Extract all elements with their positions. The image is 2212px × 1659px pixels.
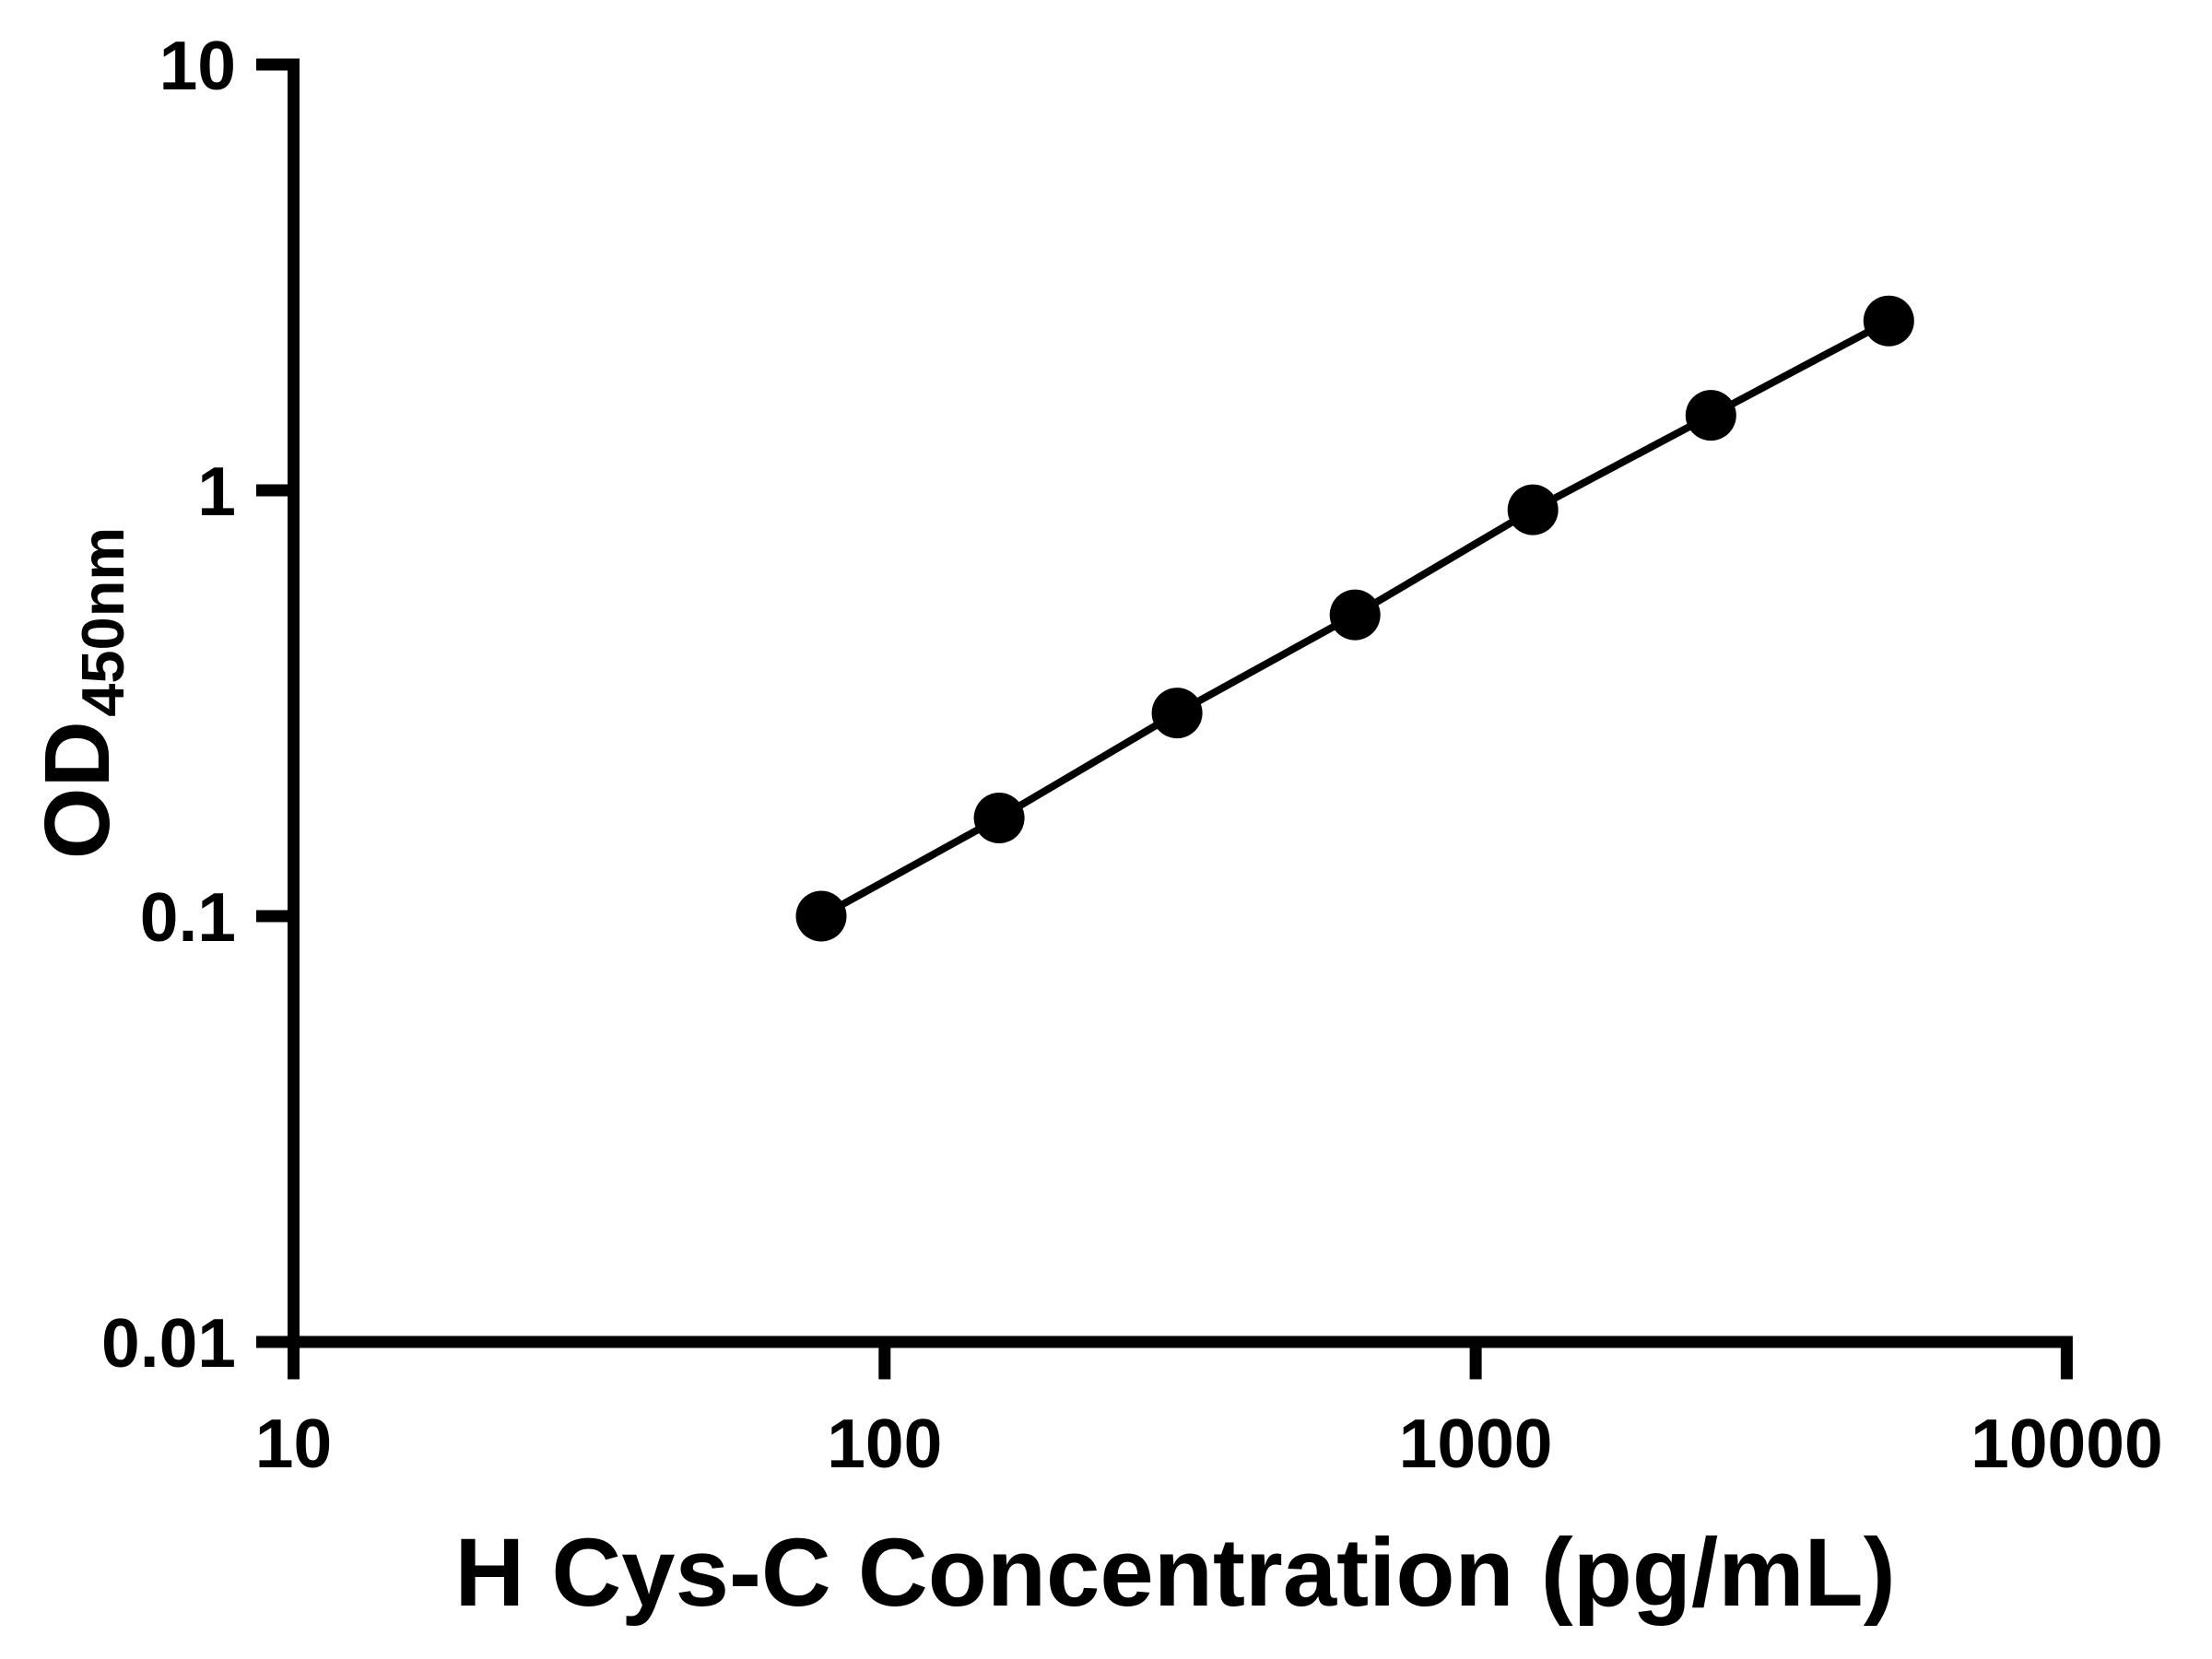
- y-axis-title-subscript: 450nm: [69, 527, 136, 717]
- y-tick-label: 0.01: [101, 1304, 236, 1382]
- x-tick-label: 100: [827, 1405, 942, 1482]
- data-series: [795, 295, 1914, 942]
- data-point: [1151, 688, 1203, 739]
- y-axis-title: OD 450nm: [26, 527, 136, 859]
- data-point: [1507, 484, 1559, 535]
- data-point: [1685, 390, 1736, 441]
- y-tick-label: 0.1: [140, 878, 236, 956]
- data-point: [1329, 589, 1381, 641]
- x-tick-label: 10: [255, 1405, 332, 1482]
- y-tick-label: 1: [197, 453, 236, 530]
- x-axis-title: H Cys-C Concentration (pg/mL): [454, 1519, 1895, 1627]
- x-tick-label: 10000: [1971, 1405, 2163, 1482]
- data-point: [1863, 295, 1914, 347]
- x-tick-label: 1000: [1399, 1405, 1553, 1482]
- data-point: [973, 793, 1025, 843]
- data-point: [795, 890, 847, 942]
- y-axis-title-main: OD: [26, 721, 129, 859]
- y-tick-label: 10: [159, 27, 236, 104]
